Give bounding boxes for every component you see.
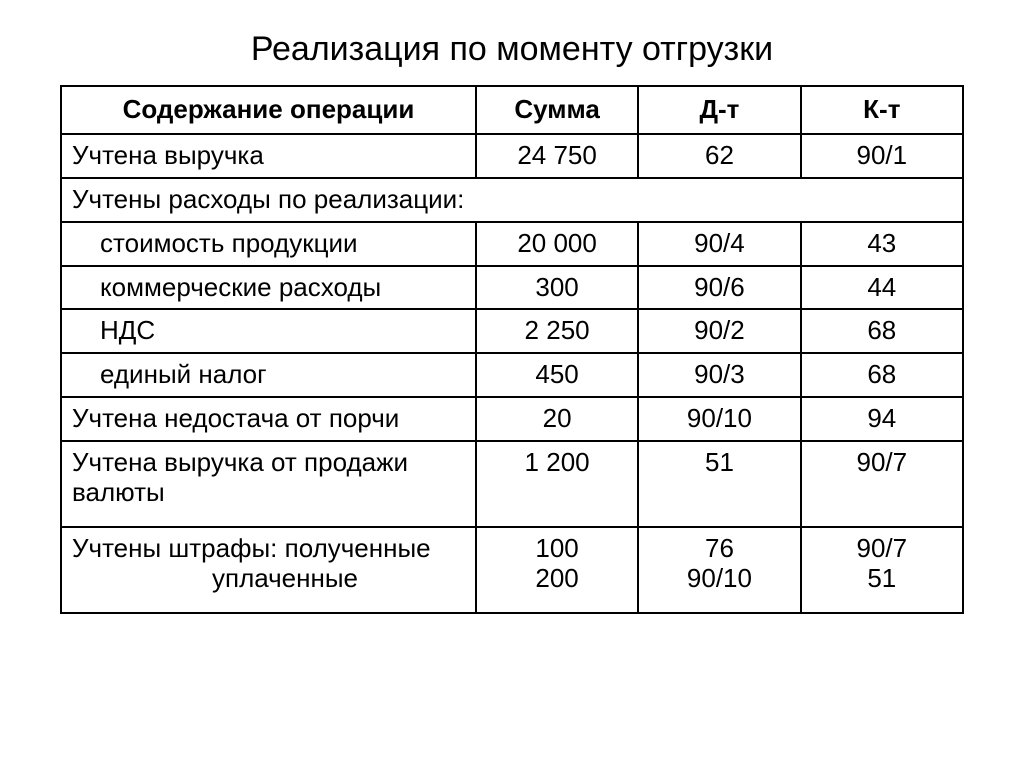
cell-sum-line1: 100 [487,534,627,564]
cell-debit: 76 90/10 [638,527,800,613]
cell-credit: 94 [801,397,963,441]
table-row: Учтены расходы по реализации: [61,178,963,222]
cell-debit: 90/6 [638,266,800,310]
table-row: единый налог 450 90/3 68 [61,353,963,397]
table-row: Учтены штрафы: полученные уплаченные 100… [61,527,963,613]
table-row: коммерческие расходы 300 90/6 44 [61,266,963,310]
cell-debit: 62 [638,134,800,178]
cell-debit-line2: 90/10 [649,564,789,594]
cell-debit: 90/2 [638,309,800,353]
cell-operation: коммерческие расходы [61,266,476,310]
cell-credit-line2: 51 [812,564,952,594]
cell-credit: 90/7 51 [801,527,963,613]
cell-debit: 90/4 [638,222,800,266]
cell-sum: 20 000 [476,222,638,266]
cell-credit: 90/1 [801,134,963,178]
table-row: Учтена выручка от продажи валюты 1 200 5… [61,441,963,527]
cell-credit: 68 [801,353,963,397]
table-row: Учтена выручка 24 750 62 90/1 [61,134,963,178]
cell-operation-text: единый налог [72,360,267,390]
slide: Реализация по моменту отгрузки Содержани… [0,0,1024,767]
cell-credit: 44 [801,266,963,310]
operations-table: Содержание операции Сумма Д-т К-т Учтена… [60,85,964,614]
col-header-debit: Д-т [638,86,800,134]
cell-sum: 20 [476,397,638,441]
cell-operation: Учтена недостача от порчи [61,397,476,441]
cell-credit: 90/7 [801,441,963,527]
cell-operation: НДС [61,309,476,353]
cell-operation: Учтена выручка [61,134,476,178]
cell-operation-line2: уплаченные [72,564,465,594]
table-row: стоимость продукции 20 000 90/4 43 [61,222,963,266]
cell-operation-text: стоимость продукции [72,229,358,259]
cell-operation-span: Учтены расходы по реализации: [61,178,963,222]
cell-debit: 90/10 [638,397,800,441]
cell-operation-text: НДС [72,316,155,346]
cell-sum: 300 [476,266,638,310]
cell-operation: Учтены штрафы: полученные уплаченные [61,527,476,613]
cell-operation: Учтена выручка от продажи валюты [61,441,476,527]
cell-operation: стоимость продукции [61,222,476,266]
cell-sum: 1 200 [476,441,638,527]
col-header-sum: Сумма [476,86,638,134]
cell-sum-line2: 200 [487,564,627,594]
cell-debit: 90/3 [638,353,800,397]
table-row: Учтена недостача от порчи 20 90/10 94 [61,397,963,441]
page-title: Реализация по моменту отгрузки [60,30,964,69]
cell-debit-line1: 76 [649,534,789,564]
cell-operation-text: коммерческие расходы [72,273,381,303]
cell-sum: 450 [476,353,638,397]
cell-debit: 51 [638,441,800,527]
cell-sum: 2 250 [476,309,638,353]
col-header-credit: К-т [801,86,963,134]
table-row: НДС 2 250 90/2 68 [61,309,963,353]
cell-credit-line1: 90/7 [812,534,952,564]
table-header-row: Содержание операции Сумма Д-т К-т [61,86,963,134]
cell-operation-line1: Учтены штрафы: полученные [72,534,465,564]
col-header-operation: Содержание операции [61,86,476,134]
table-body: Учтена выручка 24 750 62 90/1 Учтены рас… [61,134,963,613]
cell-sum: 24 750 [476,134,638,178]
cell-operation: единый налог [61,353,476,397]
cell-credit: 68 [801,309,963,353]
cell-credit: 43 [801,222,963,266]
cell-sum: 100 200 [476,527,638,613]
